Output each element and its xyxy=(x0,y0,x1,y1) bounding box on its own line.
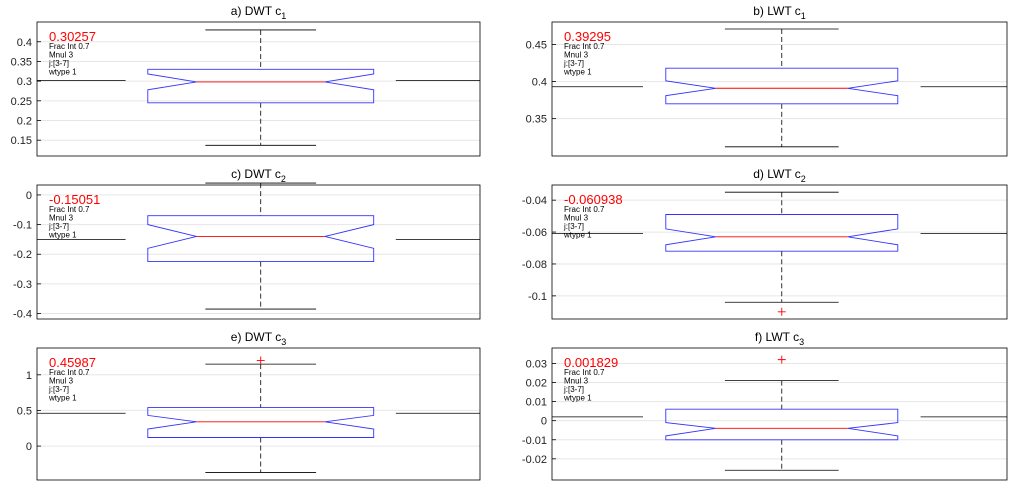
annotation-note: wtype 1 xyxy=(48,68,77,77)
y-tick-label: -0.1 xyxy=(13,220,32,232)
y-tick-label: 0.3 xyxy=(17,76,32,88)
y-tick-label: 0.01 xyxy=(526,397,547,409)
axes-frame xyxy=(551,21,1008,157)
annotation-note: wtype 1 xyxy=(563,231,592,240)
value-label: 0.30257 xyxy=(49,29,96,44)
annotation-note: Frac Int 0.7 xyxy=(564,205,605,214)
chart-panel-4: -0.1 -0.08 -0.06 -0.04 d) LWT c2 -0.060938Fra… xyxy=(522,167,1008,320)
annotation-note: wtype 1 xyxy=(48,394,77,403)
annotation-note: Mnul 3 xyxy=(49,51,74,60)
notched-box xyxy=(665,67,899,105)
y-tick-label: -0.1 xyxy=(528,291,547,303)
value-label: -0.15051 xyxy=(49,192,100,207)
y-tick-label: 0.5 xyxy=(17,405,32,417)
y-tick-label: -0.01 xyxy=(522,435,547,447)
y-tick-label: -0.2 xyxy=(13,249,32,261)
y-tick-label: 0 xyxy=(541,416,547,428)
notched-box xyxy=(147,68,375,104)
y-tick-label: 0.15 xyxy=(11,135,32,147)
panel-title: f) LWT c3 xyxy=(755,330,804,347)
panel-title: b) LWT c1 xyxy=(753,4,806,21)
y-tick-label: 0.02 xyxy=(526,378,547,390)
axes-frame xyxy=(551,347,1008,481)
y-tick-label: 0 xyxy=(26,441,32,453)
y-tick-label: 0 xyxy=(26,190,32,202)
notched-box xyxy=(665,408,899,441)
value-label: 0.39295 xyxy=(564,29,611,44)
annotation-note: Mnul 3 xyxy=(564,214,589,223)
panel-title: c) DWT c2 xyxy=(231,167,286,184)
notched-box xyxy=(665,214,899,252)
annotation-note: Mnul 3 xyxy=(49,214,74,223)
annotation-note: Mnul 3 xyxy=(564,377,589,386)
axes-frame xyxy=(36,347,481,481)
annotation-note: j:[3-7] xyxy=(563,222,584,231)
annotation-note: Frac Int 0.7 xyxy=(49,205,90,214)
panel-title: d) LWT c2 xyxy=(753,167,806,184)
y-tick-label: 0.25 xyxy=(11,96,32,108)
y-tick-label: -0.06 xyxy=(522,227,547,239)
y-tick-label: -0.04 xyxy=(522,195,547,207)
annotation-note: wtype 1 xyxy=(563,68,592,77)
y-tick-label: 0.2 xyxy=(17,116,32,128)
y-tick-label: 0.4 xyxy=(532,77,547,89)
y-tick-label: 0.4 xyxy=(17,37,32,49)
notched-box xyxy=(147,407,375,438)
y-tick-label: 0.35 xyxy=(526,114,547,126)
axes-frame xyxy=(551,184,1008,320)
chart-panel-1: 0.15 0.2 0.25 0.3 0.35 0.4 a) DWT c1 0.30257Fra… xyxy=(11,4,481,157)
y-tick-label: 0.35 xyxy=(11,56,32,68)
y-tick-label: -0.02 xyxy=(522,454,547,466)
notched-box xyxy=(147,215,375,263)
annotation-note: Frac Int 0.7 xyxy=(49,368,90,377)
annotation-note: j:[3-7] xyxy=(563,59,584,68)
value-label: -0.060938 xyxy=(564,192,623,207)
value-label: 0.001829 xyxy=(564,355,618,370)
axes-frame xyxy=(36,184,481,320)
y-tick-label: -0.4 xyxy=(13,309,32,321)
annotation-note: Frac Int 0.7 xyxy=(564,368,605,377)
annotation-note: Mnul 3 xyxy=(564,51,589,60)
panel-title: a) DWT c1 xyxy=(231,4,286,21)
axes-frame xyxy=(36,21,481,157)
annotation-note: Mnul 3 xyxy=(49,377,74,386)
annotation-note: j:[3-7] xyxy=(48,222,69,231)
y-tick-label: -0.08 xyxy=(522,259,547,271)
annotation-note: j:[3-7] xyxy=(48,59,69,68)
annotation-note: wtype 1 xyxy=(563,394,592,403)
annotation-note: Frac Int 0.7 xyxy=(49,42,90,51)
panel-title: e) DWT c3 xyxy=(231,330,286,347)
value-label: 0.45987 xyxy=(49,355,96,370)
y-tick-label: 1 xyxy=(26,370,32,382)
y-tick-label: 0.03 xyxy=(526,358,547,370)
annotation-note: Frac Int 0.7 xyxy=(564,42,605,51)
y-tick-label: 0.45 xyxy=(526,40,547,52)
outlier-marker xyxy=(777,355,786,364)
annotation-note: wtype 1 xyxy=(48,231,77,240)
annotation-note: j:[3-7] xyxy=(48,385,69,394)
y-tick-label: -0.3 xyxy=(13,279,32,291)
outlier-marker xyxy=(777,307,786,316)
annotation-note: j:[3-7] xyxy=(563,385,584,394)
chart-panel-6: -0.02 -0.01 0 0.01 0.02 0.03 f) LWT c3 0.001829… xyxy=(522,330,1008,481)
outlier-marker xyxy=(256,356,265,365)
